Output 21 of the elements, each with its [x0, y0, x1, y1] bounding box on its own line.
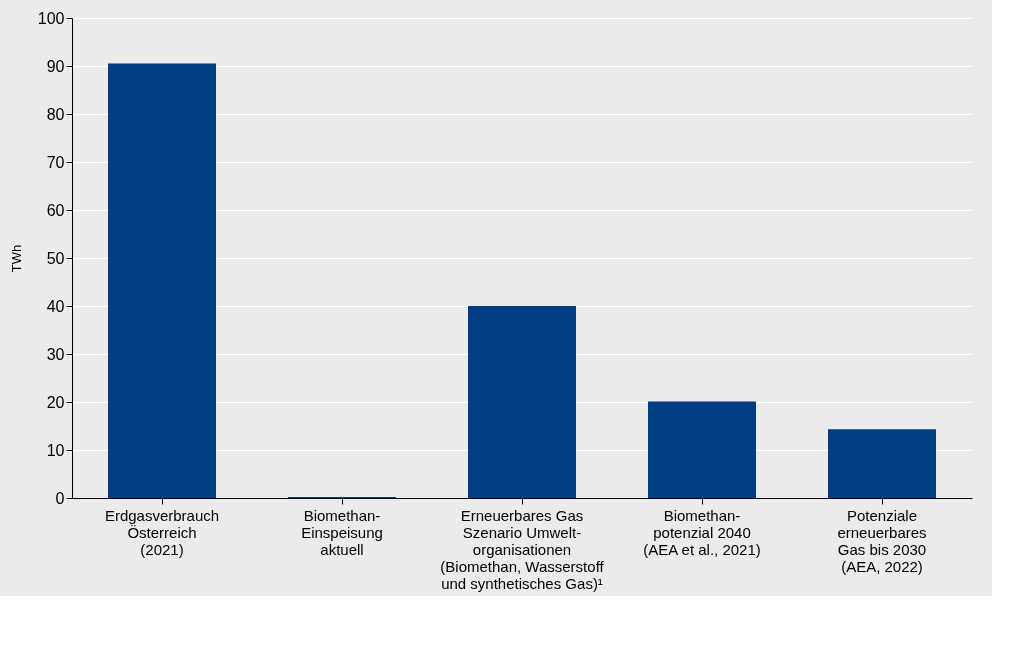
y-tick-label: 40: [46, 297, 65, 315]
x-tick-label: Biomethan- Einspeisung aktuell: [301, 506, 383, 558]
x-tick-label: Biomethan- potenzial 2040 (AEA et al., 2021): [643, 506, 761, 558]
x-tick-label: Erneuerbares Gas Szenario Umwelt- organisationen (Biomethan, Wasserstoff und synthetisches Gas)¹: [440, 506, 605, 592]
x-tick-label: Potenziale erneuerbares Gas bis 2030 (AEA, 2022): [837, 506, 927, 575]
y-tick-label: 0: [55, 489, 65, 507]
y-tick-label: 50: [46, 249, 65, 267]
bar: [828, 429, 936, 498]
y-tick-label: 10: [46, 441, 65, 459]
bar: [108, 63, 216, 498]
y-tick-label: 30: [46, 345, 65, 363]
y-tick-label: 20: [46, 393, 65, 411]
y-tick-label: 60: [46, 201, 65, 219]
bar: [648, 401, 756, 498]
y-tick-label: 90: [46, 57, 65, 75]
y-axis-title: TWh: [8, 244, 24, 273]
bar: [468, 306, 576, 498]
y-tick-label: 80: [46, 105, 65, 123]
x-tick-label: Erdgasverbrauch Österreich (2021): [104, 506, 220, 558]
y-tick-label: 70: [46, 153, 65, 171]
y-tick-label: 100: [37, 9, 65, 27]
